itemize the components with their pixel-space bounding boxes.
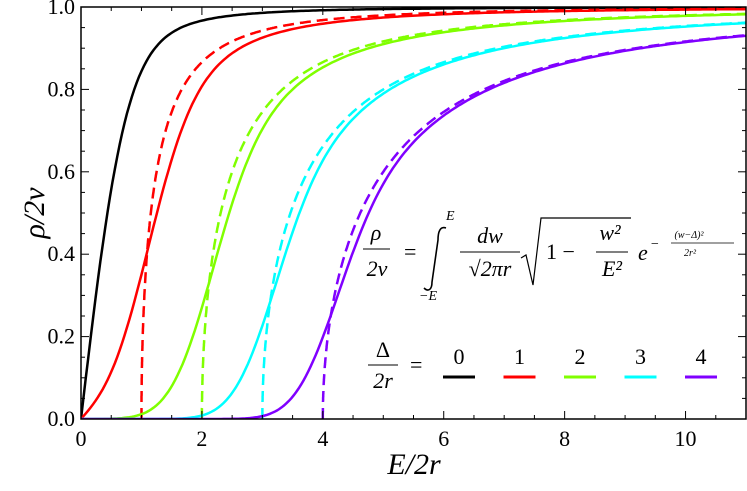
tick-labels: 0 2 4 6 8 100.00.20.40.60.81.0	[48, 0, 697, 451]
formula-w-num: w²	[599, 220, 621, 245]
series-3-solid-line	[81, 21, 746, 419]
legend-label-2: 2	[575, 344, 586, 369]
formula-upper-limit: E	[445, 209, 455, 224]
x-axis-label: E/2r	[386, 448, 441, 481]
series-2-dashed-line	[200, 12, 746, 419]
legend-label-1: 1	[514, 344, 525, 369]
x-tick-label: 2	[196, 426, 207, 451]
formula-exp-sign: −	[650, 237, 659, 252]
y-tick-label: 1.0	[48, 0, 76, 19]
formula-exp-base: e	[638, 240, 648, 265]
integral-sign	[423, 226, 447, 291]
formula-lower-limit: −E	[419, 289, 437, 304]
y-tick-label: 0.6	[48, 159, 76, 184]
x-tick-label: 8	[559, 426, 570, 451]
formula-lhs-num: ρ	[370, 220, 382, 245]
y-tick-label: 0.0	[48, 406, 76, 431]
legend-eq: =	[410, 352, 422, 377]
series-4-dashed-line	[321, 33, 746, 419]
series-1-dashed-line	[140, 7, 746, 419]
formula-exp-den: 2r²	[684, 248, 697, 259]
y-axis-label: ρ/2ν	[18, 187, 51, 240]
legend-label-3: 3	[635, 344, 646, 369]
formula-eq: =	[404, 239, 416, 264]
legend-title-num: Δ	[376, 337, 390, 362]
x-tick-label: 0	[76, 426, 87, 451]
legend-items: 0 1 2 3 4	[443, 344, 717, 379]
formula-sqrt-body: 1 −	[546, 239, 575, 264]
legend-label-4: 4	[696, 344, 707, 369]
sqrt-sign	[520, 217, 631, 286]
series-1-solid-line	[81, 7, 746, 419]
x-tick-label: 4	[317, 426, 328, 451]
formula-frac-num: dw	[477, 223, 503, 248]
x-tick-label: 6	[438, 426, 449, 451]
y-tick-label: 0.4	[48, 241, 76, 266]
y-tick-label: 0.2	[48, 324, 76, 349]
legend: Δ 2r = 0 1 2 3 4	[368, 337, 717, 393]
formula-exp-num: (w−Δ)²	[675, 230, 705, 241]
y-tick-label: 0.8	[48, 76, 76, 101]
series-3-dashed-line	[261, 21, 746, 419]
plot-frame	[80, 6, 747, 420]
formula-w-den: E²	[601, 256, 622, 281]
formula: ρ 2ν = E −E dw √2πr 1 − w² E² e − (w−Δ)²…	[363, 209, 734, 304]
x-tick-label: 10	[675, 426, 697, 451]
curves	[81, 7, 746, 419]
legend-title-den: 2r	[373, 368, 393, 393]
formula-frac-den: √2πr	[469, 256, 512, 281]
formula-lhs-den: 2ν	[367, 256, 388, 281]
legend-label-0: 0	[454, 344, 465, 369]
